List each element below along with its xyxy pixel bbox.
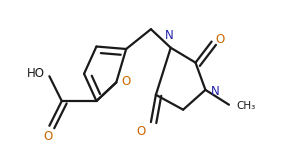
Text: HO: HO — [27, 67, 45, 80]
Text: O: O — [44, 130, 53, 143]
Text: O: O — [121, 75, 130, 88]
Text: N: N — [165, 29, 174, 42]
Text: O: O — [215, 33, 224, 46]
Text: CH₃: CH₃ — [236, 101, 255, 111]
Text: O: O — [136, 125, 146, 138]
Text: N: N — [210, 85, 219, 98]
